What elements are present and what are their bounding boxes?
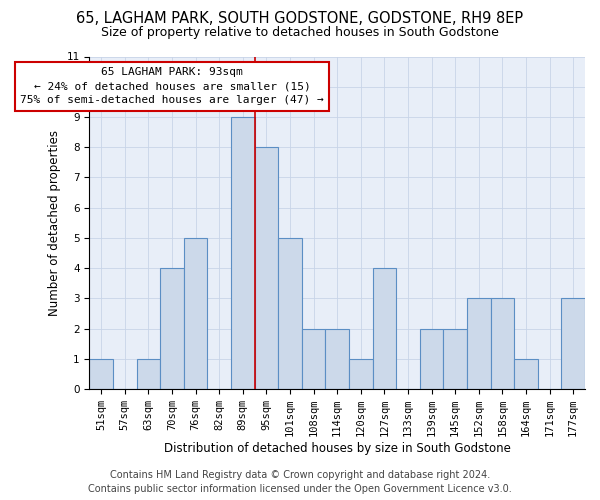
- Bar: [89, 359, 113, 389]
- Bar: [231, 117, 254, 389]
- Bar: [514, 359, 538, 389]
- Bar: [443, 328, 467, 389]
- Text: Contains HM Land Registry data © Crown copyright and database right 2024.
Contai: Contains HM Land Registry data © Crown c…: [88, 470, 512, 494]
- Text: 65, LAGHAM PARK, SOUTH GODSTONE, GODSTONE, RH9 8EP: 65, LAGHAM PARK, SOUTH GODSTONE, GODSTON…: [76, 11, 524, 26]
- Y-axis label: Number of detached properties: Number of detached properties: [48, 130, 61, 316]
- Bar: [467, 298, 491, 389]
- Bar: [491, 298, 514, 389]
- Bar: [160, 268, 184, 389]
- Text: 65 LAGHAM PARK: 93sqm
← 24% of detached houses are smaller (15)
75% of semi-deta: 65 LAGHAM PARK: 93sqm ← 24% of detached …: [20, 67, 324, 105]
- Bar: [420, 328, 443, 389]
- Bar: [184, 238, 208, 389]
- X-axis label: Distribution of detached houses by size in South Godstone: Distribution of detached houses by size …: [164, 442, 511, 455]
- Bar: [325, 328, 349, 389]
- Bar: [254, 147, 278, 389]
- Bar: [302, 328, 325, 389]
- Bar: [349, 359, 373, 389]
- Text: Size of property relative to detached houses in South Godstone: Size of property relative to detached ho…: [101, 26, 499, 39]
- Bar: [137, 359, 160, 389]
- Bar: [373, 268, 396, 389]
- Bar: [278, 238, 302, 389]
- Bar: [562, 298, 585, 389]
